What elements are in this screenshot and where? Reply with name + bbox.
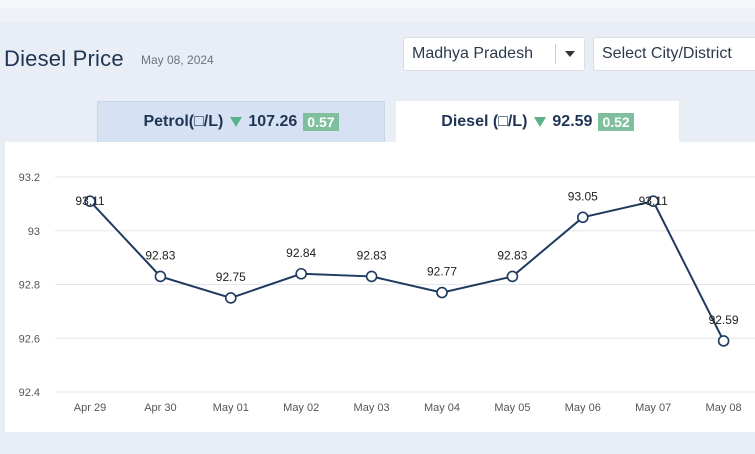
x-tick-label: May 01 — [213, 402, 249, 414]
y-tick-label: 92.4 — [19, 387, 40, 399]
data-point — [295, 267, 308, 280]
city-select-placeholder: Select City/District — [602, 45, 732, 62]
city-select[interactable]: Select City/District — [593, 37, 755, 71]
tab-diesel-price: 92.59 — [552, 112, 593, 130]
data-point — [436, 286, 448, 299]
x-tick-label: May 08 — [706, 402, 742, 414]
tab-petrol-change-badge: 0.57 — [303, 113, 339, 131]
tab-petrol-price: 107.26 — [248, 113, 298, 130]
data-point — [84, 195, 96, 207]
x-tick-label: May 03 — [354, 402, 390, 414]
y-tick-label: 92.6 — [19, 333, 40, 345]
data-label: 92.77 — [427, 265, 457, 279]
tab-petrol[interactable]: Petrol(□/L) 107.26 0.57 — [97, 101, 385, 142]
tab-diesel-label: Diesel (□/L) — [441, 112, 528, 130]
state-select[interactable]: Madhya Pradesh — [403, 37, 585, 71]
data-label: 93.11 — [75, 194, 104, 208]
page-title: Diesel Price — [4, 46, 124, 71]
trend-down-icon — [534, 116, 547, 127]
x-tick-label: May 07 — [635, 402, 671, 414]
data-label: 93.05 — [568, 189, 598, 203]
chart-card — [5, 142, 755, 432]
series-line — [89, 200, 725, 342]
data-point — [647, 195, 660, 207]
data-label: 92.75 — [216, 270, 246, 284]
y-tick-label: 93.2 — [19, 172, 40, 184]
state-select-value: Madhya Pradesh — [412, 45, 533, 62]
data-label: 92.83 — [357, 248, 387, 262]
price-date: May 08, 2024 — [141, 53, 214, 67]
x-tick-label: May 06 — [565, 402, 601, 414]
y-tick-label: 92.8 — [19, 280, 40, 292]
data-label: 92.83 — [497, 248, 527, 262]
data-label: 92.84 — [286, 246, 316, 260]
x-tick-label: May 04 — [424, 402, 460, 414]
x-tick-label: Apr 29 — [74, 402, 106, 414]
top-strip — [0, 0, 755, 8]
data-point — [365, 270, 378, 283]
tab-petrol-label: Petrol(□/L) — [143, 113, 224, 130]
select-divider — [555, 44, 556, 64]
data-point — [154, 270, 167, 283]
chevron-down-icon[interactable] — [565, 51, 575, 57]
data-point — [576, 211, 589, 224]
tab-diesel[interactable]: Diesel (□/L) 92.59 0.52 — [396, 101, 679, 142]
data-point — [506, 270, 519, 283]
tab-diesel-change-badge: 0.52 — [598, 112, 634, 131]
y-tick-label: 93 — [28, 226, 40, 238]
x-tick-label: May 02 — [283, 402, 319, 414]
data-label: 92.83 — [145, 248, 175, 262]
x-tick-label: May 05 — [494, 402, 530, 414]
data-label: 92.59 — [709, 313, 739, 327]
data-point — [225, 292, 237, 304]
x-tick-label: Apr 30 — [144, 402, 176, 414]
trend-down-icon — [230, 117, 243, 127]
data-point — [717, 335, 730, 347]
data-label: 93.11 — [639, 194, 668, 208]
